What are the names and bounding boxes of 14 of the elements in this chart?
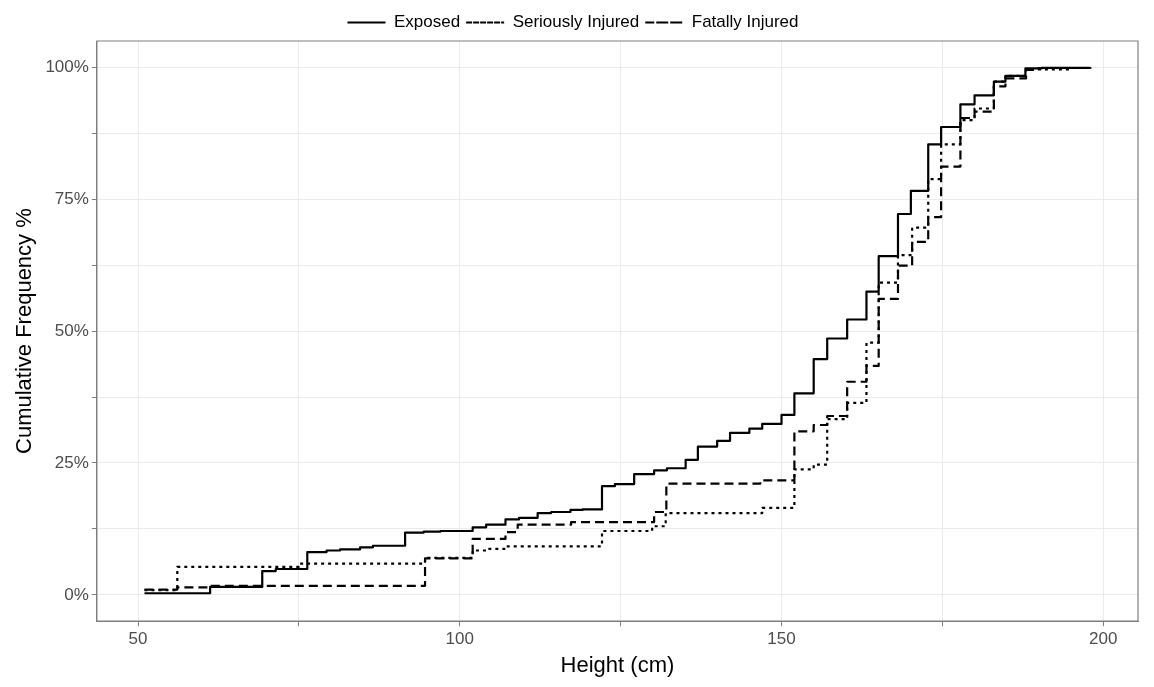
y-tick-label: 50% <box>54 320 89 340</box>
y-axis-title: Cumulative Frequency % <box>11 208 37 454</box>
legend-label: Fatally Injured <box>691 12 799 32</box>
x-tick-label: 200 <box>1089 629 1118 649</box>
x-tick-label: 50 <box>128 629 148 649</box>
x-axis-title: Height (cm) <box>560 651 675 677</box>
legend-label: Seriously Injured <box>512 12 640 32</box>
legend-label: Exposed <box>393 12 461 32</box>
y-tick-label: 0% <box>64 584 89 604</box>
y-tick-label: 100% <box>45 57 89 77</box>
y-tick-label: 75% <box>54 188 89 208</box>
y-tick-label: 25% <box>54 452 89 472</box>
x-tick-label: 150 <box>767 629 796 649</box>
x-tick-label: 100 <box>445 629 474 649</box>
